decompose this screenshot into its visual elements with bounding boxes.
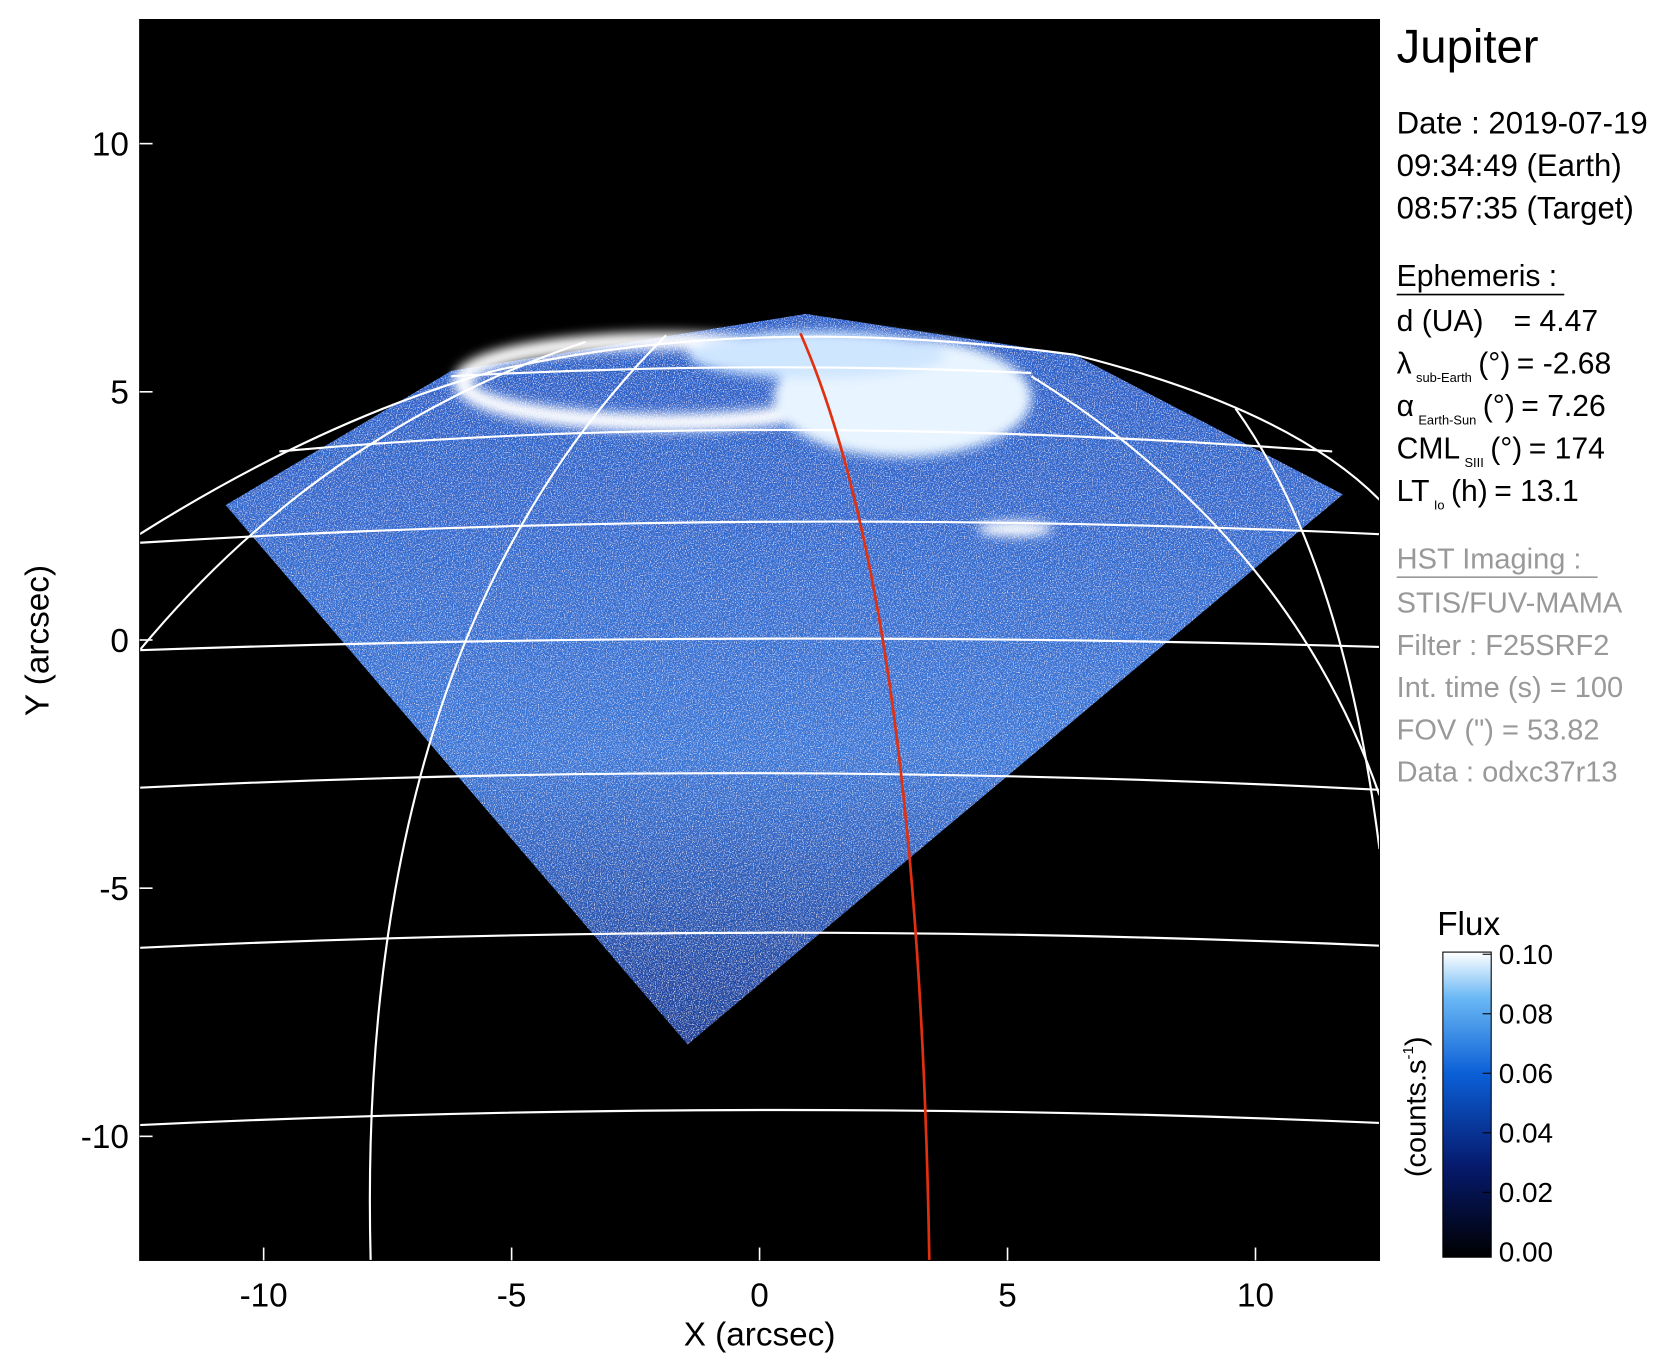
ephemeris-row: LT Io (h) = 13.1 [1397, 475, 1579, 513]
ephemeris-sub: sub-Earth [1416, 370, 1472, 385]
imaging-line: Filter : F25SRF2 [1397, 630, 1610, 662]
imaging-title: HST Imaging : [1397, 544, 1582, 576]
x-tick-label: -5 [497, 1278, 527, 1315]
x-axis-label: X (arcsec) [684, 1316, 836, 1353]
ephemeris-label: CML [1397, 432, 1461, 465]
colorbar-tick-label: 0.10 [1499, 939, 1553, 970]
ephemeris-unit: (°) [1483, 390, 1515, 423]
y-tick-label: 5 [110, 375, 129, 412]
imaging-line: Data : odxc37r13 [1397, 756, 1618, 788]
ephemeris-value: = 13.1 [1494, 475, 1578, 508]
date-line: Date : 2019-07-19 [1397, 105, 1648, 140]
ephemeris-title: Ephemeris : [1397, 260, 1557, 293]
y-axis-label: Y (arcsec) [19, 565, 56, 716]
y-tick-label: -10 [81, 1119, 129, 1156]
date-line: 08:57:35 (Target) [1397, 190, 1634, 225]
colorbar-label-sup: -1 [1400, 1046, 1417, 1059]
colorbar-tick-label: 0.02 [1499, 1177, 1553, 1208]
ephemeris-value: = 7.26 [1521, 390, 1605, 423]
info-title: Jupiter [1397, 21, 1539, 74]
ephemeris-value: = 174 [1529, 432, 1605, 465]
imaging-line: FOV (") = 53.82 [1397, 714, 1600, 746]
field-of-view [225, 313, 1343, 1045]
colorbar-label: (counts.s-1) [1400, 1036, 1433, 1177]
colorbar-title: Flux [1437, 906, 1500, 943]
colorbar-tick-label: 0.04 [1499, 1117, 1553, 1148]
ephemeris-label: d (UA) [1397, 305, 1484, 338]
colorbar-label-text: (counts.s [1401, 1059, 1433, 1177]
image [139, 19, 1380, 1261]
ephemeris-sub: Earth-Sun [1418, 413, 1476, 428]
ephemeris-value: = -2.68 [1517, 348, 1611, 381]
imaging-line: Int. time (s) = 100 [1397, 672, 1623, 704]
x-tick-label: 0 [750, 1278, 769, 1315]
ephemeris-sub: Io [1434, 497, 1445, 512]
colorbar [1442, 951, 1492, 1258]
colorbar-label-end: ) [1401, 1036, 1433, 1046]
x-tick-label: 5 [998, 1278, 1017, 1315]
ephemeris-row: α Earth-Sun (°) = 7.26 [1397, 390, 1606, 428]
ephemeris-unit: (h) [1451, 475, 1488, 508]
colorbar-tick-label: 0.00 [1499, 1237, 1553, 1268]
colorbar-tick-label: 0.08 [1499, 998, 1553, 1029]
ephemeris-label: α [1397, 390, 1414, 423]
date-line: 09:34:49 (Earth) [1397, 148, 1622, 183]
imaging-line: STIS/FUV-MAMA [1397, 588, 1623, 620]
planet-grid [139, 334, 1380, 1261]
y-tick-label: 0 [110, 623, 129, 660]
ephemeris-value: = 4.47 [1514, 305, 1598, 338]
x-tick-label: -10 [240, 1278, 288, 1315]
ephemeris-label: LT [1397, 475, 1430, 508]
ephemeris-label: λ [1397, 348, 1412, 381]
x-tick-label: 10 [1237, 1278, 1274, 1315]
central-meridian [799, 332, 931, 1261]
ephemeris-sub: SIII [1464, 455, 1483, 470]
ephemeris-row: λ sub-Earth (°) = -2.68 [1397, 348, 1612, 386]
y-tick-label: -5 [99, 871, 129, 908]
ephemeris-row: d (UA) = 4.47 [1397, 305, 1598, 338]
colorbar-tick-label: 0.06 [1499, 1058, 1553, 1089]
ephemeris-unit: (°) [1478, 348, 1510, 381]
ephemeris-row: CML SIII (°) = 174 [1397, 432, 1605, 470]
y-tick-label: 10 [92, 126, 129, 163]
ephemeris-unit: (°) [1490, 432, 1522, 465]
